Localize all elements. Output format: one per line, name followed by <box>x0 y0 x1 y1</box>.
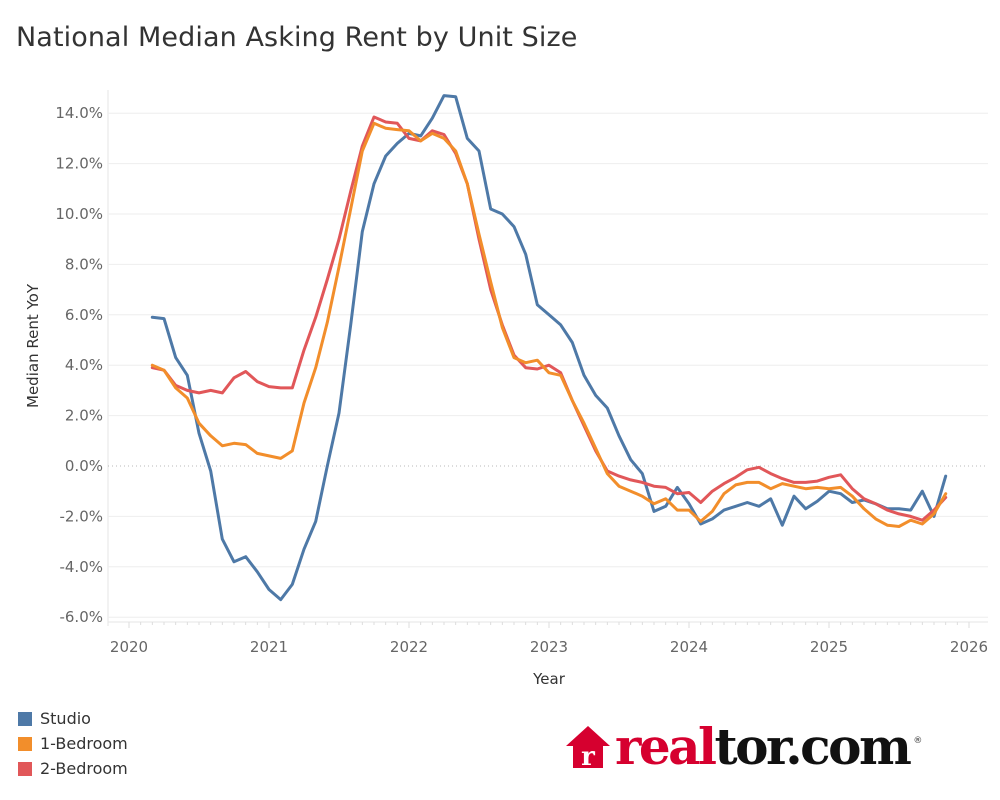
x-tick-label: 2021 <box>250 638 288 656</box>
x-axis-ticks: 2020 2021 2022 2023 2024 2025 2026 <box>110 622 988 656</box>
legend: Studio 1-Bedroom 2-Bedroom <box>18 706 128 781</box>
logo-text-black: tor.com <box>714 717 912 776</box>
x-tick-label: 2020 <box>110 638 148 656</box>
legend-label: 1-Bedroom <box>40 734 128 753</box>
y-tick-label: -6.0% <box>59 608 103 626</box>
y-tick-label: 4.0% <box>65 356 103 374</box>
y-tick-label: 10.0% <box>55 205 103 223</box>
y-tick-label: 12.0% <box>55 155 103 173</box>
house-icon: r <box>566 726 610 770</box>
x-tick-label: 2023 <box>530 638 568 656</box>
y-tick-label: 0.0% <box>65 457 103 475</box>
x-axis-title: Year <box>532 670 566 688</box>
series-line-1-bedroom <box>150 121 948 528</box>
y-axis-title: Median Rent YoY <box>24 283 42 408</box>
legend-item-1-bedroom[interactable]: 1-Bedroom <box>18 731 128 756</box>
x-tick-label: 2026 <box>950 638 988 656</box>
y-tick-label: -2.0% <box>59 507 103 525</box>
x-tick-label: 2024 <box>670 638 708 656</box>
series-line-studio <box>150 94 948 602</box>
y-tick-label: 8.0% <box>65 255 103 273</box>
series-line-2-bedroom <box>150 115 948 522</box>
x-tick-label: 2022 <box>390 638 428 656</box>
legend-swatch-2-bedroom <box>18 761 32 776</box>
legend-item-studio[interactable]: Studio <box>18 706 128 731</box>
logo-text-red: real <box>615 717 717 776</box>
legend-swatch-studio <box>18 711 32 726</box>
chart-title: National Median Asking Rent by Unit Size <box>16 22 578 53</box>
y-tick-label: 6.0% <box>65 306 103 324</box>
series-lines <box>150 94 948 602</box>
y-tick-label: 2.0% <box>65 407 103 425</box>
y-axis-ticks: 14.0% 12.0% 10.0% 8.0% 6.0% 4.0% 2.0% 0.0% -2.0%… <box>55 104 103 626</box>
legend-swatch-1-bedroom <box>18 736 32 751</box>
y-tick-label: -4.0% <box>59 558 103 576</box>
line-chart: 14.0% 12.0% 10.0% 8.0% 6.0% 4.0% 2.0% 0.0% -2.0%… <box>24 90 988 688</box>
legend-label: 2-Bedroom <box>40 759 128 778</box>
gridlines <box>107 90 988 626</box>
legend-label: Studio <box>40 709 91 728</box>
realtor-logo: r real tor.com ® <box>565 722 922 772</box>
svg-text:r: r <box>581 742 595 770</box>
x-tick-label: 2025 <box>810 638 848 656</box>
y-tick-label: 14.0% <box>55 104 103 122</box>
legend-item-2-bedroom[interactable]: 2-Bedroom <box>18 756 128 781</box>
registered-mark: ® <box>913 736 923 746</box>
